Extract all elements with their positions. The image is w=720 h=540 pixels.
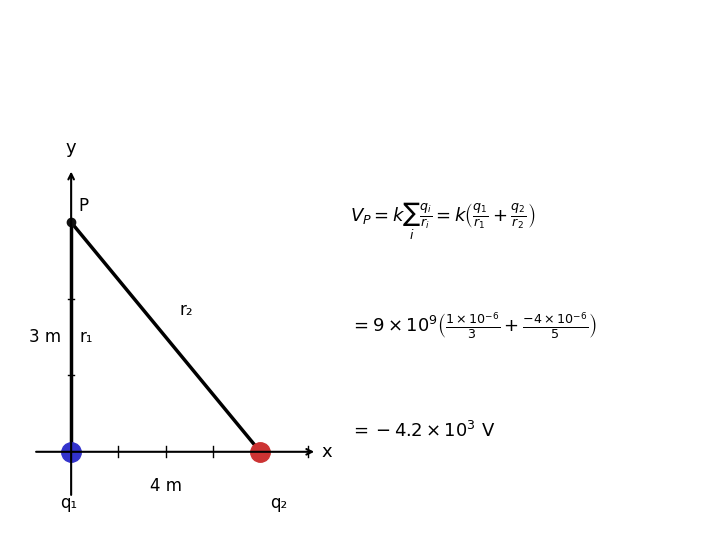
- Text: y: y: [66, 139, 76, 157]
- Text: P: P: [78, 197, 89, 214]
- Text: Example: a 1 μC point charge is located at the origin and a –4
μC point charge 4: Example: a 1 μC point charge is located …: [22, 23, 580, 90]
- Text: r₂: r₂: [180, 301, 194, 319]
- Text: q₁: q₁: [60, 494, 77, 512]
- Text: r₁: r₁: [80, 328, 93, 346]
- Text: $= -4.2\times10^3$ V: $= -4.2\times10^3$ V: [350, 421, 495, 441]
- Text: 4 m: 4 m: [150, 477, 181, 495]
- Text: x: x: [322, 443, 333, 461]
- Text: $V_P = k\sum_i \frac{q_i}{r_i} = k\left(\frac{q_1}{r_1}+\frac{q_2}{r_2}\right)$: $V_P = k\sum_i \frac{q_i}{r_i} = k\left(…: [350, 201, 535, 242]
- Text: $= 9\times10^9\left(\frac{1\times10^{-6}}{3}+\frac{-4\times10^{-6}}{5}\right)$: $= 9\times10^9\left(\frac{1\times10^{-6}…: [350, 311, 597, 342]
- Text: 3 m: 3 m: [29, 328, 61, 346]
- Text: q₂: q₂: [270, 494, 287, 512]
